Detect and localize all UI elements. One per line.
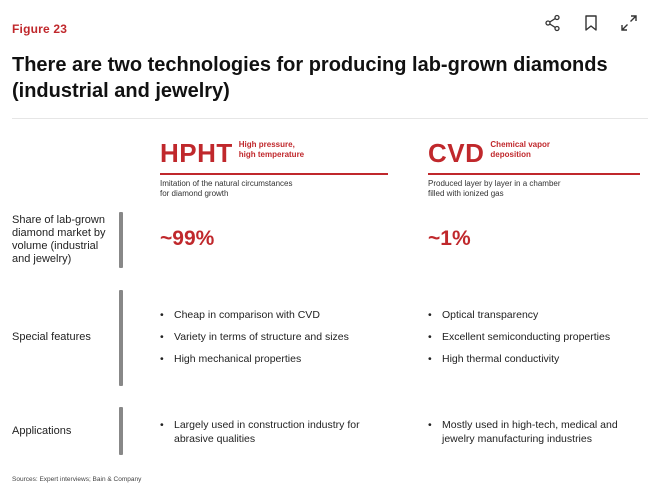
cvd-desc-line1: Produced layer by layer in a chamber	[428, 179, 561, 188]
cvd-subtitle-line1: Chemical vapor	[490, 140, 550, 149]
cvd-rule	[428, 173, 640, 175]
row-bar-features	[119, 290, 123, 386]
hpht-features: Cheap in comparison with CVD Variety in …	[160, 308, 410, 366]
cvd-subtitle: Chemical vapor deposition	[490, 140, 550, 160]
list-item: High mechanical properties	[160, 352, 410, 366]
list-item: Variety in terms of structure and sizes	[160, 330, 410, 344]
cvd-name: CVD	[428, 138, 485, 168]
hpht-rule	[160, 173, 388, 175]
list-item: Mostly used in high-tech, medical and je…	[428, 418, 638, 446]
hpht-subtitle-line1: High pressure,	[238, 140, 295, 149]
share-icon[interactable]	[544, 14, 562, 32]
page-title: There are two technologies for producing…	[12, 54, 608, 102]
cvd-header: CVD Chemical vapor deposition Produced lay…	[428, 138, 640, 198]
bookmark-icon[interactable]	[582, 14, 600, 32]
hpht-subtitle-line2: high temperature	[238, 150, 305, 159]
cvd-share: ~1%	[428, 227, 471, 250]
list-item: High thermal conductivity	[428, 352, 653, 366]
hpht-name: HPHT	[160, 138, 233, 168]
cvd-applications: Mostly used in high-tech, medical and je…	[428, 418, 638, 446]
cvd-subtitle-line2: deposition	[490, 150, 531, 159]
cvd-description: Produced layer by layer in a chamber fill…	[428, 179, 643, 199]
hpht-applications: Largely used in construction industry fo…	[160, 418, 375, 446]
hpht-desc-line2: for diamond growth	[160, 189, 229, 198]
list-item: Excellent semiconducting properties	[428, 330, 653, 344]
figure-label: Figure 23	[12, 22, 68, 36]
list-item: Optical transparency	[428, 308, 653, 322]
hpht-share: ~99%	[160, 227, 215, 250]
divider	[12, 118, 648, 119]
hpht-desc-line1: Imitation of the natural circumstances	[160, 179, 293, 188]
list-item: Largely used in construction industry fo…	[160, 418, 375, 446]
cvd-features: Optical transparency Excellent semicondu…	[428, 308, 653, 366]
source-note: Sources: Expert interviews; Bain & Compa…	[12, 476, 142, 483]
row-bar-share	[119, 212, 123, 268]
cvd-desc-line2: filled with ionized gas	[428, 189, 504, 198]
row-bar-applications	[119, 407, 123, 455]
hpht-subtitle: High pressure, high temperature	[239, 140, 304, 160]
hpht-description: Imitation of the natural circumstances fo…	[160, 179, 390, 199]
expand-icon[interactable]	[620, 14, 638, 32]
row-label-applications: Applications	[12, 425, 72, 437]
row-label-features: Special features	[12, 331, 91, 343]
hpht-header: HPHT High pressure, high temperature Imita…	[160, 138, 388, 198]
list-item: Cheap in comparison with CVD	[160, 308, 410, 322]
action-bar	[544, 14, 638, 32]
row-label-share: Share of lab-grown diamond market by vol…	[12, 214, 106, 265]
